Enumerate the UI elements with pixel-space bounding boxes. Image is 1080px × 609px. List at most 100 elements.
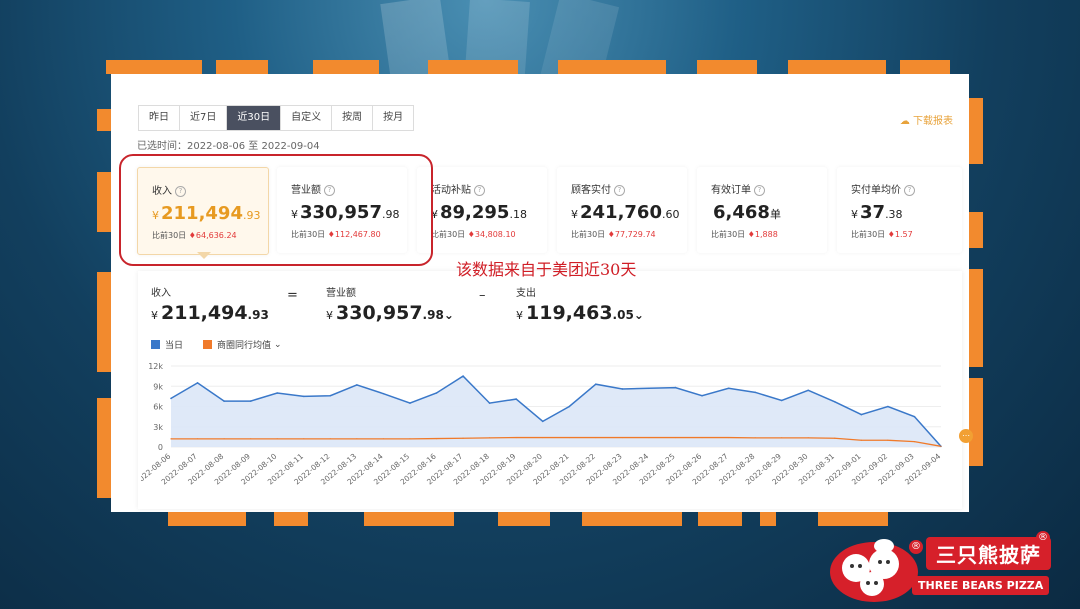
highlight-circle [119,154,433,266]
tab-last-7-days[interactable]: 近7日 [180,106,228,130]
data-point-avg [701,436,703,439]
orange-block [697,60,757,74]
data-point-avg [382,438,385,440]
kpi-compare: 比前30日 ♦77,729.74 [571,230,656,239]
kpi-compare: 比前30日 ♦34,808.10 [431,230,516,239]
help-icon[interactable]: ? [614,185,625,196]
selected-pointer [197,252,211,259]
orange-block [428,60,518,74]
data-point-avg [807,437,809,439]
data-point-avg [621,436,623,439]
orange-block [760,512,776,526]
orange-block [969,212,983,248]
data-point-avg [276,438,278,440]
data-point-avg [170,438,172,440]
tab-yesterday[interactable]: 昨日 [139,106,180,130]
orange-block [969,269,983,367]
up-arrow-icon: ♦ [887,230,895,239]
kpi-value: ¥89,295.18 [431,202,527,223]
orange-block [216,60,268,74]
data-point-avg [913,441,916,443]
data-point-today [462,375,464,377]
data-point-today [860,413,863,416]
kpi-label: 实付单均价? [851,181,915,196]
summary-revenue-value[interactable]: ¥330,957.98⌄ [326,302,454,324]
help-icon[interactable]: ? [324,185,335,196]
download-report-label: 下载报表 [913,116,953,127]
up-arrow-icon: ♦ [607,230,615,239]
series-area-today [171,376,941,447]
kpi-compare: 比前30日 ♦1,888 [711,230,778,239]
data-point-today [356,384,358,386]
kpi-card-subsidy[interactable]: 活动补贴? ¥89,295.18 比前30日 ♦34,808.10 [417,167,547,253]
data-point-avg [196,438,199,440]
tab-last-30-days[interactable]: 近30日 [227,106,282,130]
orange-block [818,512,888,526]
data-point-today [541,420,544,423]
data-point-today [887,405,889,408]
orange-block [364,512,454,526]
kpi-card-income[interactable]: 收入? ¥211,494.93 比前30日 ♦64,636.24 [137,167,269,255]
kpi-label: 顾客实付? [571,181,625,196]
summary-expense-value[interactable]: ¥119,463.05⌄ [516,302,644,324]
selected-range-text: 已选时间：2022-08-06 至 2022-09-04 [137,141,320,152]
chevron-down-icon: ⌄ [443,308,454,322]
data-point-today [223,400,225,402]
orange-block [969,98,983,164]
up-arrow-icon: ♦ [467,230,475,239]
kpi-compare: 比前30日 ♦1.57 [851,230,913,239]
help-icon[interactable]: ? [754,185,765,196]
side-handle-icon[interactable]: ⋯ [959,429,973,443]
summary-revenue-label: 营业额 [326,288,356,299]
data-point-today [515,398,517,400]
brand-logo: 三只熊披萨 THREE BEARS PIZZA ® ® [826,530,1056,606]
kpi-compare: 比前30日 ♦64,636.24 [152,231,237,240]
data-point-avg [409,438,411,440]
bears-mascot-icon [830,539,918,602]
data-point-today [780,399,783,402]
data-point-today [701,394,703,397]
tab-by-week[interactable]: 按周 [332,106,374,130]
download-report-button[interactable]: ☁ 下载报表 [900,112,953,127]
orange-block [698,512,742,526]
data-point-avg [887,439,889,441]
registered-mark: ® [1036,531,1050,545]
data-point-avg [568,436,570,439]
kpi-value: ¥330,957.98 [291,202,400,223]
orange-block [313,60,379,74]
tab-by-month[interactable]: 按月 [383,112,404,123]
data-point-avg [515,436,517,439]
tab-custom[interactable]: 自定义 [281,106,333,130]
orange-block [106,60,202,74]
data-point-avg [595,436,597,439]
data-point-today [833,400,836,403]
data-point-avg [489,437,491,439]
equals-sign: = [287,288,298,303]
data-point-avg [754,437,756,439]
y-tick-label: 12k [148,362,163,371]
help-icon[interactable]: ? [175,186,186,197]
data-point-today [329,394,332,397]
kpi-value: ¥211,494.93 [152,203,261,224]
orange-block [498,512,550,526]
kpi-card-revenue[interactable]: 营业额? ¥330,957.98 比前30日 ♦112,467.80 [277,167,407,253]
data-point-today [276,392,279,394]
data-point-avg [727,436,730,439]
help-icon[interactable]: ? [904,185,915,196]
up-arrow-icon: ♦ [327,230,335,239]
legend-swatch [151,340,160,349]
kpi-value: ¥241,760.60 [571,202,680,223]
help-icon[interactable]: ? [474,185,485,196]
orange-block [97,272,111,372]
legend-today[interactable]: 当日 [151,338,183,351]
data-point-avg [303,438,305,440]
kpi-compare: 比前30日 ♦112,467.80 [291,230,381,239]
legend-avg[interactable]: 商圈同行均值 ⌄ [203,338,282,351]
kpi-card-avg-order-price[interactable]: 实付单均价? ¥37.38 比前30日 ♦1.57 [837,167,962,253]
y-tick-label: 3k [153,423,163,432]
data-point-avg [223,438,225,440]
kpi-card-valid-orders[interactable]: 有效订单? 6,468单 比前30日 ♦1,888 [697,167,827,253]
data-point-avg [940,445,942,447]
kpi-label: 收入? [152,182,186,197]
kpi-card-customer-paid[interactable]: 顾客实付? ¥241,760.60 比前30日 ♦77,729.74 [557,167,687,253]
